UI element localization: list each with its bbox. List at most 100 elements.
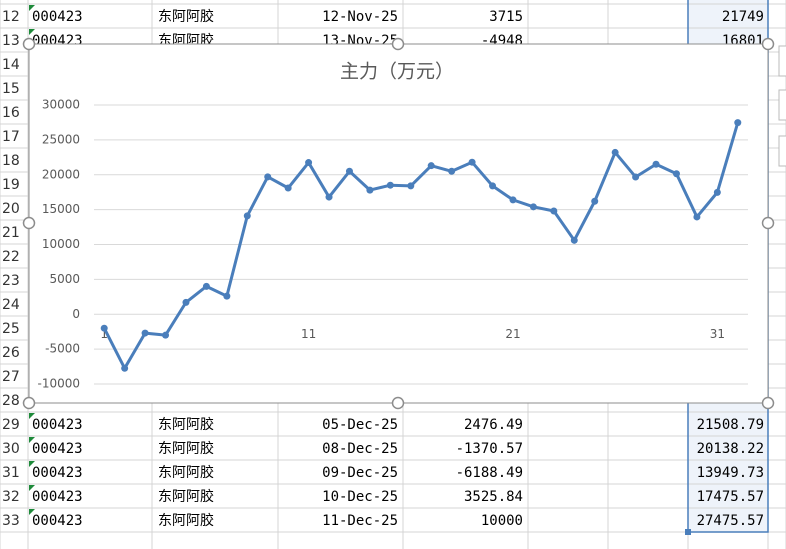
y-tick-label: 5000 bbox=[49, 272, 80, 286]
resize-handle[interactable] bbox=[761, 37, 775, 51]
cell: 09-Dec-25 bbox=[322, 465, 398, 481]
cell: 000423 bbox=[32, 9, 83, 25]
row-number: 29 bbox=[2, 417, 20, 433]
error-indicator bbox=[29, 29, 35, 35]
data-point bbox=[672, 170, 680, 178]
y-tick-label: 0 bbox=[72, 307, 80, 321]
data-point bbox=[489, 182, 497, 190]
cell: -6188.49 bbox=[456, 465, 523, 481]
row-number: 28 bbox=[2, 393, 20, 409]
error-indicator bbox=[29, 485, 35, 491]
row-number: 24 bbox=[2, 297, 20, 313]
error-indicator bbox=[29, 413, 35, 419]
y-tick-label: 10000 bbox=[42, 237, 80, 251]
chart-elements-button[interactable] bbox=[778, 45, 786, 77]
data-point bbox=[121, 364, 129, 372]
data-point bbox=[141, 329, 149, 337]
data-point bbox=[448, 167, 456, 175]
cell: 东阿阿胶 bbox=[158, 464, 214, 481]
data-point bbox=[264, 173, 272, 181]
data-point bbox=[693, 213, 701, 221]
data-point bbox=[611, 148, 619, 156]
data-point bbox=[427, 162, 435, 170]
cell: 000423 bbox=[32, 441, 83, 457]
data-point bbox=[345, 167, 353, 175]
cell: 13949.73 bbox=[697, 465, 764, 481]
data-point bbox=[325, 193, 333, 201]
cell: -1370.57 bbox=[456, 441, 523, 457]
cell: 000423 bbox=[32, 465, 83, 481]
chart[interactable]: 主力（万元） -10000 -5000 0 5000 10000 15000 20000 25… bbox=[22, 37, 775, 410]
row-number: 22 bbox=[2, 249, 20, 265]
cell: 10000 bbox=[481, 513, 523, 529]
data-point bbox=[202, 282, 210, 290]
data-point bbox=[284, 184, 292, 192]
cell: 17475.57 bbox=[697, 489, 764, 505]
data-point bbox=[162, 331, 170, 339]
data-point bbox=[509, 196, 517, 204]
cell: 2476.49 bbox=[464, 417, 523, 433]
cell: 东阿阿胶 bbox=[158, 512, 214, 529]
error-indicator bbox=[29, 5, 35, 11]
cell: 3715 bbox=[489, 9, 523, 25]
cell: 东阿阿胶 bbox=[158, 8, 214, 25]
row-number: 12 bbox=[2, 9, 20, 25]
x-tick-label: 21 bbox=[505, 327, 520, 341]
right-buttons[interactable] bbox=[778, 45, 786, 167]
cell: 12-Nov-25 bbox=[322, 9, 398, 25]
chart-filters-button[interactable] bbox=[778, 135, 786, 167]
cell: 3525.84 bbox=[464, 489, 523, 505]
y-tick-label: 15000 bbox=[42, 202, 80, 216]
resize-handle[interactable] bbox=[761, 216, 775, 230]
resize-handle[interactable] bbox=[391, 396, 405, 410]
cell: 05-Dec-25 bbox=[322, 417, 398, 433]
row-number: 20 bbox=[2, 201, 20, 217]
cell: 东阿阿胶 bbox=[158, 488, 214, 505]
row-number: 21 bbox=[2, 225, 20, 241]
cell: 000423 bbox=[32, 513, 83, 529]
data-point bbox=[734, 119, 742, 127]
cell: 21508.79 bbox=[697, 417, 764, 433]
resize-handle[interactable] bbox=[22, 37, 36, 51]
error-indicator bbox=[29, 437, 35, 443]
x-tick-label: 1 bbox=[100, 327, 108, 341]
y-tick-label: -10000 bbox=[37, 377, 80, 391]
data-point bbox=[468, 158, 476, 166]
row-number: 30 bbox=[2, 441, 20, 457]
error-indicator bbox=[29, 509, 35, 515]
resize-handle[interactable] bbox=[761, 396, 775, 410]
row-number: 23 bbox=[2, 273, 20, 289]
data-point bbox=[407, 182, 415, 190]
row-number: 14 bbox=[2, 57, 20, 73]
x-tick-label: 31 bbox=[710, 327, 725, 341]
data-point bbox=[182, 298, 190, 306]
y-tick-label: 25000 bbox=[42, 132, 80, 146]
row-number: 25 bbox=[2, 321, 20, 337]
resize-handle[interactable] bbox=[22, 216, 36, 230]
row-number: 18 bbox=[2, 153, 20, 169]
data-point bbox=[632, 173, 640, 181]
cell: 21749 bbox=[722, 9, 764, 25]
resize-handle[interactable] bbox=[22, 396, 36, 410]
chart-frame[interactable] bbox=[28, 43, 769, 404]
data-line bbox=[102, 122, 740, 370]
data-point bbox=[366, 186, 374, 194]
y-tick-label: 20000 bbox=[42, 167, 80, 181]
data-point bbox=[529, 203, 537, 211]
row-number: 15 bbox=[2, 81, 20, 97]
data-point bbox=[550, 207, 558, 215]
data-point bbox=[570, 236, 578, 244]
chart-title: 主力（万元） bbox=[340, 61, 454, 83]
resize-handle[interactable] bbox=[391, 37, 405, 51]
cell: 20138.22 bbox=[697, 441, 764, 457]
data-point bbox=[223, 292, 231, 300]
cell: 000423 bbox=[32, 417, 83, 433]
cell: 08-Dec-25 bbox=[322, 441, 398, 457]
selection-handle bbox=[685, 529, 691, 535]
row-number: 13 bbox=[2, 33, 20, 49]
row-number: 19 bbox=[2, 177, 20, 193]
chart-styles-button[interactable] bbox=[778, 89, 786, 121]
y-tick-label: -5000 bbox=[45, 342, 80, 356]
row-number: 17 bbox=[2, 129, 20, 145]
